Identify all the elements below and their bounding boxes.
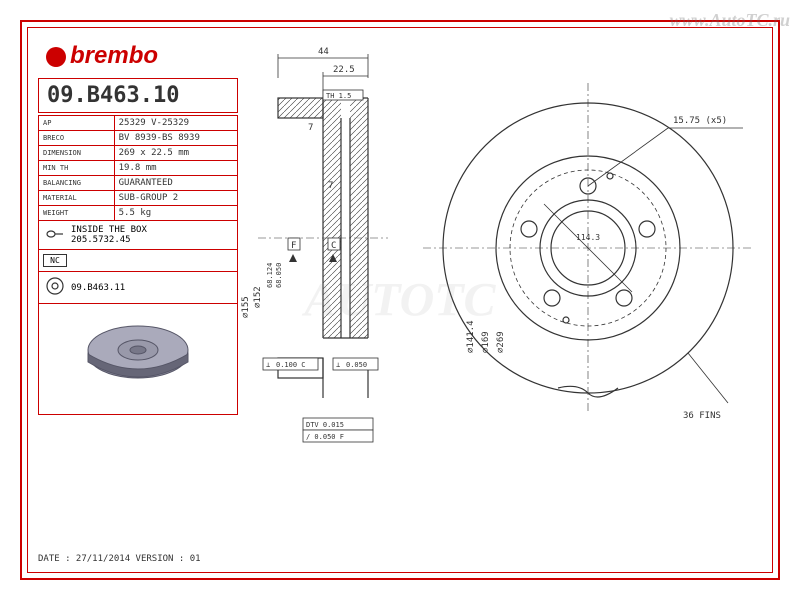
nc-icon: NC — [43, 254, 67, 267]
svg-text:114.3: 114.3 — [576, 233, 600, 242]
disc-3d-icon — [78, 314, 198, 404]
front-view: 15.75 (x5) 114.3 ∅141.4 ∅169 ∅269 36 FIN… — [423, 83, 753, 421]
table-row: MIN TH19.8 mm — [39, 161, 238, 176]
svg-text:∅152: ∅152 — [253, 286, 263, 308]
svg-text:0.100 C: 0.100 C — [276, 361, 306, 369]
spec-label: MIN TH — [39, 161, 115, 176]
spec-value: BV 8939-BS 8939 — [114, 131, 237, 146]
spec-value: SUB-GROUP 2 — [114, 191, 237, 206]
svg-text:7: 7 — [328, 181, 333, 191]
drawing-area: 44 22.5 — [248, 38, 762, 542]
spec-value: GUARANTEED — [114, 176, 237, 191]
spec-panel: brembo 09.B463.10 AP25329 V-25329 BRECOB… — [38, 38, 238, 415]
drawing-frame: brembo 09.B463.10 AP25329 V-25329 BRECOB… — [20, 20, 780, 580]
side-view: 44 22.5 — [241, 47, 388, 442]
spec-label: DIMENSION — [39, 146, 115, 161]
svg-text:DTV 0.015: DTV 0.015 — [306, 421, 344, 429]
svg-text:F: F — [291, 241, 296, 251]
svg-text:22.5: 22.5 — [333, 65, 355, 75]
spec-table: AP25329 V-25329 BRECOBV 8939-BS 8939 DIM… — [38, 115, 238, 221]
table-row: AP25329 V-25329 — [39, 116, 238, 131]
nc-row: NC — [38, 250, 238, 272]
table-row: WEIGHT5.5 kg — [39, 206, 238, 221]
svg-text:36 FINS: 36 FINS — [683, 411, 721, 421]
technical-drawing: 44 22.5 — [248, 38, 768, 538]
svg-text:/ 0.050 F: / 0.050 F — [306, 433, 344, 441]
spec-label: AP — [39, 116, 115, 131]
spec-value: 5.5 kg — [114, 206, 237, 221]
svg-text:7: 7 — [308, 123, 313, 133]
table-row: DIMENSION269 x 22.5 mm — [39, 146, 238, 161]
table-row: BRECOBV 8939-BS 8939 — [39, 131, 238, 146]
coated-row: 09.B463.11 — [38, 272, 238, 304]
spec-label: BALANCING — [39, 176, 115, 191]
screw-icon — [43, 226, 67, 245]
watermark-url: www.AutoTC.ru — [670, 10, 790, 31]
svg-text:⊥: ⊥ — [336, 361, 340, 369]
table-row: BALANCINGGUARANTEED — [39, 176, 238, 191]
svg-text:⊥: ⊥ — [266, 361, 270, 369]
svg-text:∅269: ∅269 — [496, 331, 506, 353]
svg-text:68.050: 68.050 — [275, 263, 283, 288]
svg-text:68.124: 68.124 — [266, 263, 274, 288]
drawing-frame-inner: brembo 09.B463.10 AP25329 V-25329 BRECOB… — [27, 27, 773, 573]
svg-text:C: C — [331, 241, 336, 251]
inside-box-row: INSIDE THE BOX 205.5732.45 — [38, 221, 238, 250]
spec-label: WEIGHT — [39, 206, 115, 221]
svg-text:15.75 (x5): 15.75 (x5) — [673, 116, 727, 126]
spec-value: 25329 V-25329 — [114, 116, 237, 131]
coated-part-number: 09.B463.11 — [71, 283, 125, 293]
table-row: MATERIALSUB-GROUP 2 — [39, 191, 238, 206]
inside-box-text: INSIDE THE BOX 205.5732.45 — [71, 225, 147, 245]
spec-label: BRECO — [39, 131, 115, 146]
svg-text:∅155: ∅155 — [241, 296, 251, 318]
svg-text:∅141.4: ∅141.4 — [466, 320, 476, 353]
inside-box-value: 205.5732.45 — [71, 235, 131, 245]
part-number: 09.B463.10 — [38, 78, 238, 113]
svg-text:TH 1.5: TH 1.5 — [326, 92, 351, 100]
disc-preview — [38, 304, 238, 415]
disc-icon — [43, 276, 67, 299]
brembo-logo: brembo — [38, 38, 238, 74]
svg-text:∅169: ∅169 — [481, 331, 491, 353]
spec-value: 269 x 22.5 mm — [114, 146, 237, 161]
svg-text:44: 44 — [318, 47, 329, 57]
spec-value: 19.8 mm — [114, 161, 237, 176]
footer-text: DATE : 27/11/2014 VERSION : 01 — [38, 554, 201, 564]
inside-box-label: INSIDE THE BOX — [71, 225, 147, 235]
svg-text:0.050: 0.050 — [346, 361, 367, 369]
spec-label: MATERIAL — [39, 191, 115, 206]
